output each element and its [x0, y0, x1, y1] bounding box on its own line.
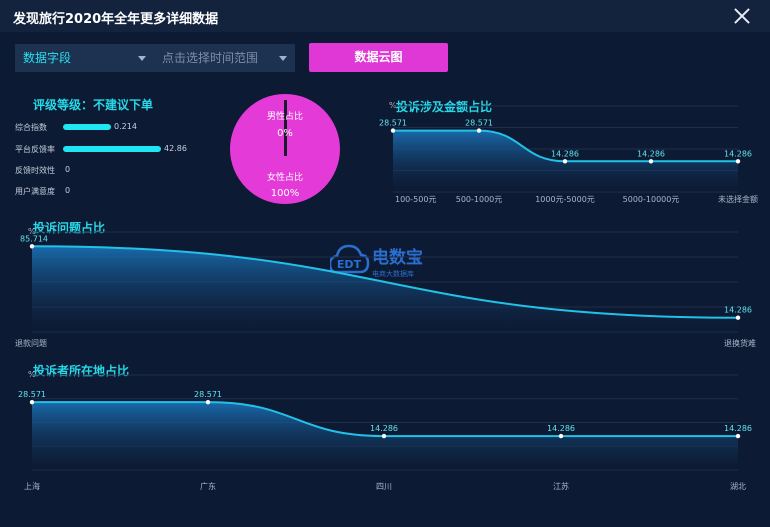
rating-value: 0 [65, 165, 71, 174]
x-tick-label: 上海 [24, 481, 40, 491]
data-label: 14.286 [724, 424, 752, 433]
rating-bar [63, 124, 111, 130]
rating-label: 综合指数 [15, 123, 47, 132]
female-label: 女性占比 [266, 173, 303, 183]
data-point [648, 159, 654, 164]
data-cloud-button[interactable]: 数据云图 [309, 43, 448, 72]
data-point [735, 433, 741, 439]
rating-bar [63, 146, 161, 152]
data-label: 14.286 [547, 424, 575, 433]
x-tick-label: 湖北 [730, 482, 746, 491]
x-tick-label: 四川 [376, 482, 392, 491]
data-point [29, 399, 35, 405]
gender-pie [230, 94, 340, 204]
x-tick-label: 广东 [200, 481, 216, 491]
watermark-sub: 电商大数据库 [372, 269, 414, 278]
x-tick-label: 500-1000元 [456, 195, 503, 204]
watermark-logo-icon: EDT 电数宝 电商大数据库 [330, 244, 423, 278]
x-tick-label: 退款问题 [15, 338, 47, 348]
rating-heading: 评级等级：不建议下单 [33, 98, 154, 112]
male-slice [284, 100, 287, 156]
x-tick-label: 未选择金额 [718, 194, 758, 204]
data-point [735, 315, 741, 320]
series-line [31, 245, 739, 319]
data-point [735, 159, 741, 164]
rating-label: 反馈时效性 [15, 166, 55, 175]
male-label: 男性占比 [266, 112, 303, 122]
watermark-logo-text: EDT [337, 258, 362, 271]
data-label: 14.286 [724, 306, 752, 315]
data-label: 14.286 [724, 149, 752, 158]
rating-value: 42.86 [164, 144, 187, 153]
series-area [32, 246, 738, 332]
chart-title: 投诉问题占比 [33, 220, 105, 235]
title-bar: 发现旅行2020年全年更多详细数据 [0, 0, 770, 32]
x-tick-label: 江苏 [553, 481, 569, 491]
female-value: 100% [270, 188, 300, 199]
data-label: 14.286 [370, 424, 398, 433]
chevron-down-icon [138, 56, 146, 61]
data-point [558, 433, 564, 439]
data-label: 28.571 [465, 119, 493, 128]
data-label: 28.571 [379, 119, 407, 128]
window-title: 发现旅行2020年全年更多详细数据 [13, 12, 219, 27]
chevron-down-icon [279, 56, 287, 61]
x-tick-label: 100-500元 [395, 195, 436, 204]
data-point [476, 128, 482, 133]
rating-label: 用户满意度 [15, 187, 55, 196]
field-select-value: 数据字段 [23, 51, 72, 65]
data-label: 28.571 [194, 390, 222, 399]
data-label: 14.286 [551, 149, 579, 158]
data-point [381, 433, 387, 439]
x-tick-label: 5000-10000元 [623, 195, 680, 204]
data-point [29, 244, 35, 249]
rating-label: 平台反馈率 [15, 145, 55, 154]
x-tick-label: 1000元-5000元 [535, 195, 595, 204]
x-tick-label: 退换货难 [724, 338, 756, 348]
rating-value: 0 [65, 186, 71, 195]
field-select[interactable]: 数据字段 [15, 44, 154, 72]
data-point [390, 128, 396, 133]
data-point [562, 159, 568, 164]
data-label: 28.571 [18, 390, 46, 399]
time-range-placeholder: 点击选择时间范围 [162, 51, 259, 65]
time-range-select[interactable]: 点击选择时间范围 [154, 44, 295, 72]
data-label: 14.286 [637, 149, 665, 158]
chart-title: 投诉者所在地占比 [33, 363, 129, 378]
data-point [205, 399, 211, 405]
rating-value: 0.214 [114, 122, 137, 131]
data-label: 85.714 [20, 234, 48, 243]
male-value: 0% [277, 128, 293, 139]
